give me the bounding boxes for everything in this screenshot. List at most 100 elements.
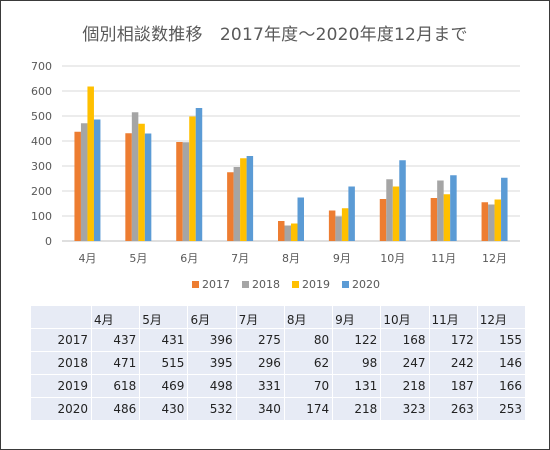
- table-row: 2019 618 469 498 331 70 131 218 187 166: [31, 375, 525, 397]
- bar-2018-9月: [335, 216, 342, 241]
- table-cell: 471: [92, 352, 140, 374]
- x-tick-label: 11月: [431, 252, 456, 265]
- chart-title: 個別相談数推移 2017年度～2020年度12月まで: [82, 25, 468, 45]
- table-cell: 515: [140, 352, 188, 374]
- legend: 2017 2018 2019 2020: [192, 278, 380, 291]
- x-tick-label: 6月: [180, 252, 198, 265]
- bar-2017-6月: [176, 142, 183, 241]
- y-tick-label: 0: [45, 235, 52, 248]
- table-cell: 172: [429, 329, 477, 351]
- table-cell: 168: [381, 329, 429, 351]
- table-cell: 486: [92, 398, 140, 420]
- table-cell: 618: [92, 375, 140, 397]
- table-cell: 340: [236, 398, 284, 420]
- table-cell: 218: [381, 375, 429, 397]
- table-header-cell: 11月: [429, 306, 477, 328]
- table-header-cell: 7月: [236, 306, 284, 328]
- table-cell: 396: [188, 329, 236, 351]
- bar-2017-9月: [328, 210, 336, 241]
- table-cell: 323: [381, 398, 429, 420]
- bar-2018-7月: [233, 167, 241, 241]
- bar-2020-6月: [195, 108, 203, 241]
- legend-label: 2018: [252, 278, 280, 291]
- table-cell: 174: [284, 398, 333, 420]
- bar-2020-9月: [348, 186, 355, 241]
- bar-2020-7月: [246, 156, 254, 241]
- table-header-cell: 9月: [333, 306, 381, 328]
- table-cell: 247: [381, 352, 429, 374]
- legend-label: 2020: [352, 278, 380, 291]
- legend-swatch-2017: [192, 281, 199, 288]
- bar-2019-11月: [443, 194, 451, 241]
- x-tick-label: 9月: [333, 252, 351, 265]
- table-cell: 331: [236, 375, 284, 397]
- y-tick-label: 600: [31, 85, 52, 98]
- y-tick-label: 700: [31, 60, 52, 73]
- table-row-label: 2019: [31, 375, 91, 397]
- table-row-label: 2020: [31, 398, 91, 420]
- table-cell: 242: [429, 352, 477, 374]
- x-tick-label: 7月: [231, 252, 249, 265]
- table-header-cell: 5月: [140, 306, 188, 328]
- bar-2020-12月: [501, 177, 508, 241]
- bar-2020-11月: [450, 175, 457, 241]
- table-cell: 296: [236, 352, 284, 374]
- data-table: 4月 5月 6月 7月 8月 9月 10月 11月 12月 2017 437 431 396 275 80…: [30, 305, 526, 421]
- legend-label: 2019: [302, 278, 330, 291]
- bar-2019-4月: [87, 86, 94, 241]
- table-cell: 155: [477, 329, 525, 351]
- table-cell: 431: [140, 329, 188, 351]
- table-cell: 187: [429, 375, 477, 397]
- table-cell: 122: [333, 329, 381, 351]
- bar-2019-10月: [392, 186, 400, 241]
- table-cell: 146: [477, 352, 525, 374]
- table-cell: 253: [477, 398, 525, 420]
- table-corner-cell: [31, 306, 91, 328]
- bar-2017-7月: [227, 172, 234, 241]
- x-tick-label: 10月: [380, 252, 405, 265]
- bar-2017-8月: [278, 221, 285, 241]
- table-header-cell: 10月: [381, 306, 429, 328]
- x-tick-label: 12月: [482, 252, 507, 265]
- bar-2018-10月: [386, 179, 393, 241]
- x-tick-label: 5月: [129, 252, 147, 265]
- table-cell: 532: [188, 398, 236, 420]
- table-header-cell: 8月: [284, 306, 333, 328]
- legend-swatch-2020: [342, 281, 349, 288]
- bar-2019-8月: [291, 223, 298, 241]
- bar-2018-5月: [131, 112, 139, 241]
- bar-2017-5月: [125, 133, 132, 241]
- y-tick-label: 200: [31, 185, 52, 198]
- bar-2019-7月: [240, 158, 247, 241]
- legend-label: 2017: [202, 278, 230, 291]
- bar-2018-12月: [488, 204, 495, 241]
- table-cell: 469: [140, 375, 188, 397]
- table-row: 2020 486 430 532 340 174 218 323 263 253: [31, 398, 525, 420]
- legend-swatch-2019: [292, 281, 299, 288]
- table-row-label: 2018: [31, 352, 91, 374]
- table-header-cell: 12月: [477, 306, 525, 328]
- y-tick-label: 500: [31, 110, 52, 123]
- y-tick-label: 100: [31, 210, 52, 223]
- bar-2017-12月: [481, 202, 489, 241]
- table-cell: 166: [477, 375, 525, 397]
- x-tick-label: 8月: [282, 252, 300, 265]
- table-cell: 70: [284, 375, 333, 397]
- table-header-row: 4月 5月 6月 7月 8月 9月 10月 11月 12月: [31, 306, 525, 328]
- table-cell: 498: [188, 375, 236, 397]
- bar-2017-4月: [74, 131, 81, 241]
- bar-2018-6月: [182, 142, 190, 241]
- bar-2019-12月: [494, 199, 502, 241]
- bar-2020-8月: [297, 197, 304, 241]
- y-tick-label: 400: [31, 135, 52, 148]
- y-axis-tick-labels: 0 100 200 300 400 500 600 700: [31, 60, 52, 248]
- bars: [74, 86, 508, 241]
- bar-chart: 0 100 200 300 400 500 600 700 4月 5月 6月 7月 8月 9月 10月 11…: [31, 60, 520, 291]
- bar-2017-11月: [430, 198, 438, 241]
- table-cell: 80: [284, 329, 333, 351]
- bar-2019-9月: [341, 208, 349, 241]
- table-header-cell: 4月: [92, 306, 140, 328]
- bar-2018-8月: [284, 225, 291, 241]
- table-cell: 131: [333, 375, 381, 397]
- bar-2020-4月: [93, 119, 101, 241]
